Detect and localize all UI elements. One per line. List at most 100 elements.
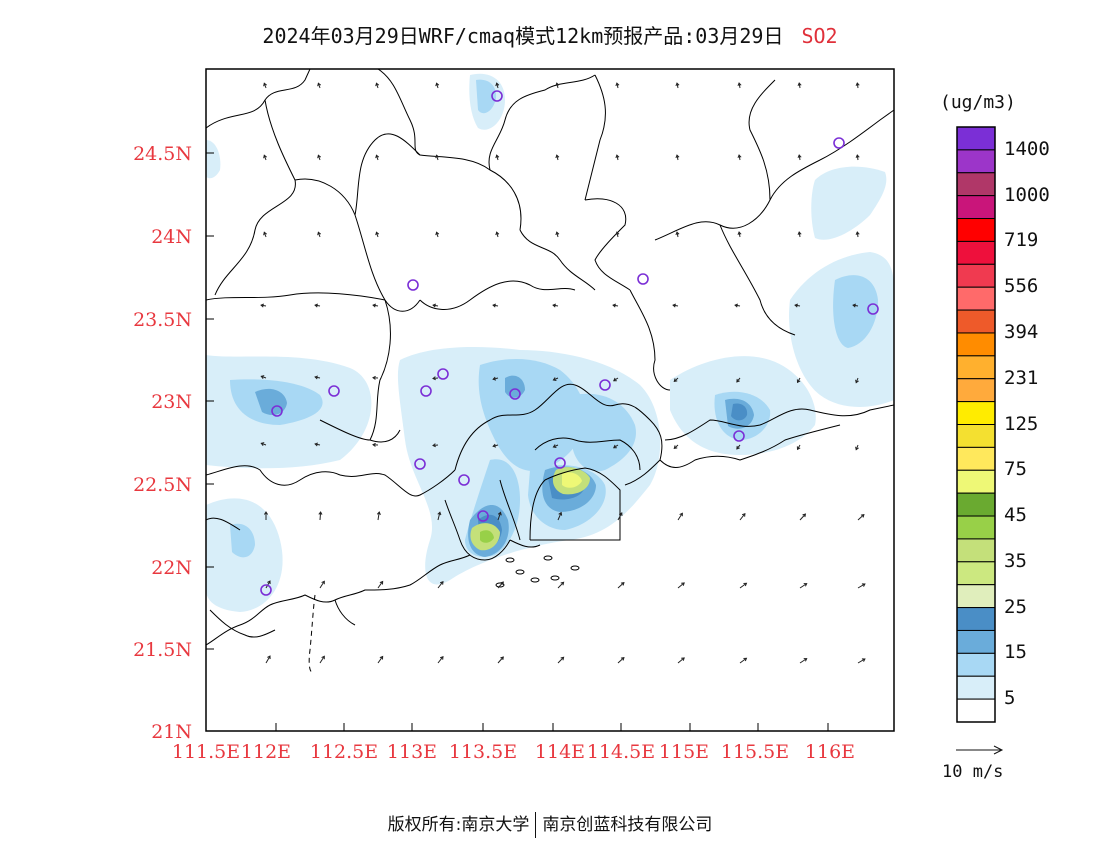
wind-arrow	[739, 657, 748, 664]
station-marker	[414, 458, 426, 470]
wind-arrow	[675, 231, 680, 238]
colorbar-label: 75	[1004, 458, 1027, 481]
pollutant-name: SO2	[801, 24, 838, 48]
wind-arrow	[435, 82, 440, 89]
lat-label: 23N	[151, 391, 192, 413]
lat-label: 21N	[151, 721, 192, 743]
wind-arrow	[615, 154, 620, 161]
lat-label: 22N	[151, 557, 192, 579]
wind-arrow	[736, 377, 741, 383]
wind-arrow	[263, 511, 269, 520]
colorbar-swatch	[956, 126, 996, 151]
wind-arrow	[615, 82, 620, 89]
colorbar-swatch	[956, 263, 996, 288]
lat-label: 24N	[151, 226, 192, 248]
wind-arrow	[260, 442, 267, 446]
wind-arrow	[265, 655, 271, 664]
colorbar-label: 5	[1004, 687, 1016, 710]
wind-arrow	[677, 582, 685, 589]
wind-arrow	[797, 82, 802, 89]
station-marker	[420, 385, 432, 397]
footer: 版权所有:南京大学 南京创蓝科技有限公司	[0, 810, 1100, 838]
wind-arrow	[432, 303, 439, 308]
station-marker	[733, 430, 745, 442]
colorbar-swatch	[956, 378, 996, 403]
station-marker	[260, 584, 272, 596]
wind-arrow	[314, 303, 321, 308]
colorbar-label: 231	[1004, 366, 1039, 389]
wind-arrow	[557, 656, 565, 664]
station-marker	[554, 457, 566, 469]
station-marker	[491, 90, 503, 102]
station-marker	[328, 385, 340, 397]
wind-arrow	[797, 154, 802, 161]
wind-arrow	[799, 658, 808, 664]
wind-arrow	[737, 82, 742, 89]
wind-arrow	[857, 513, 865, 521]
wind-reference-arrow	[956, 745, 1004, 755]
wind-arrow	[372, 303, 379, 308]
wind-arrow	[617, 512, 623, 521]
lat-label: 23.5N	[133, 309, 192, 331]
wind-arrow	[857, 658, 866, 664]
wind-arrow	[552, 444, 559, 448]
colorbar-swatch	[956, 469, 996, 494]
colorbar-label: 15	[1004, 641, 1027, 664]
colorbar-swatch	[956, 446, 996, 471]
wind-arrow	[673, 377, 679, 382]
colorbar-swatch	[956, 401, 996, 426]
wind-arrow	[613, 377, 619, 382]
wind-arrow	[495, 154, 500, 161]
wind-arrow	[377, 580, 384, 589]
wind-arrow	[557, 511, 563, 521]
colorbar-swatch	[956, 561, 996, 586]
station-marker	[637, 273, 649, 285]
colorbar-swatch	[956, 172, 996, 197]
lat-label: 24.5N	[133, 143, 192, 165]
station-marker	[477, 510, 489, 522]
colorbar-swatch	[956, 149, 996, 174]
wind-arrow	[797, 231, 802, 238]
station-marker	[407, 279, 419, 291]
wind-arrow	[432, 376, 439, 381]
wind-arrow	[675, 154, 680, 161]
colorbar-swatch	[956, 584, 996, 609]
wind-arrow	[497, 511, 502, 521]
wind-arrow	[672, 303, 679, 308]
wind-arrow	[317, 231, 322, 238]
colorbar-swatch	[956, 607, 996, 631]
wind-arrow	[799, 583, 808, 589]
colorbar-swatch	[956, 355, 996, 380]
wind-arrow	[319, 580, 325, 589]
company-text: 南京创蓝科技有限公司	[542, 815, 713, 835]
wind-arrow	[796, 377, 801, 384]
wind-arrow	[555, 231, 560, 238]
station-marker	[458, 474, 470, 486]
wind-arrow	[314, 442, 321, 447]
wind-vectors	[260, 82, 866, 664]
wind-arrow	[375, 154, 380, 161]
station-marker	[271, 405, 283, 417]
wind-arrow	[557, 581, 565, 589]
wind-arrow	[615, 231, 620, 238]
wind-arrow	[377, 655, 384, 664]
monitoring-stations	[260, 90, 879, 596]
wind-arrow	[265, 580, 271, 589]
copyright-text: 版权所有:南京大学	[387, 815, 530, 835]
axis-ticks	[205, 152, 829, 732]
wind-arrow	[855, 377, 859, 384]
wind-arrow	[437, 656, 444, 664]
lon-label: 112E	[241, 741, 291, 763]
wind-arrow	[375, 82, 380, 89]
wind-arrow	[612, 303, 619, 308]
lon-label: 113.5E	[449, 741, 517, 763]
colorbar-swatch	[956, 492, 996, 517]
wind-arrow	[317, 82, 322, 89]
colorbar-swatch	[956, 424, 996, 448]
wind-arrow	[495, 82, 500, 89]
lon-label: 112.5E	[310, 741, 378, 763]
station-marker	[509, 388, 521, 400]
lon-label: 115.5E	[721, 741, 789, 763]
wind-arrow	[372, 442, 379, 447]
